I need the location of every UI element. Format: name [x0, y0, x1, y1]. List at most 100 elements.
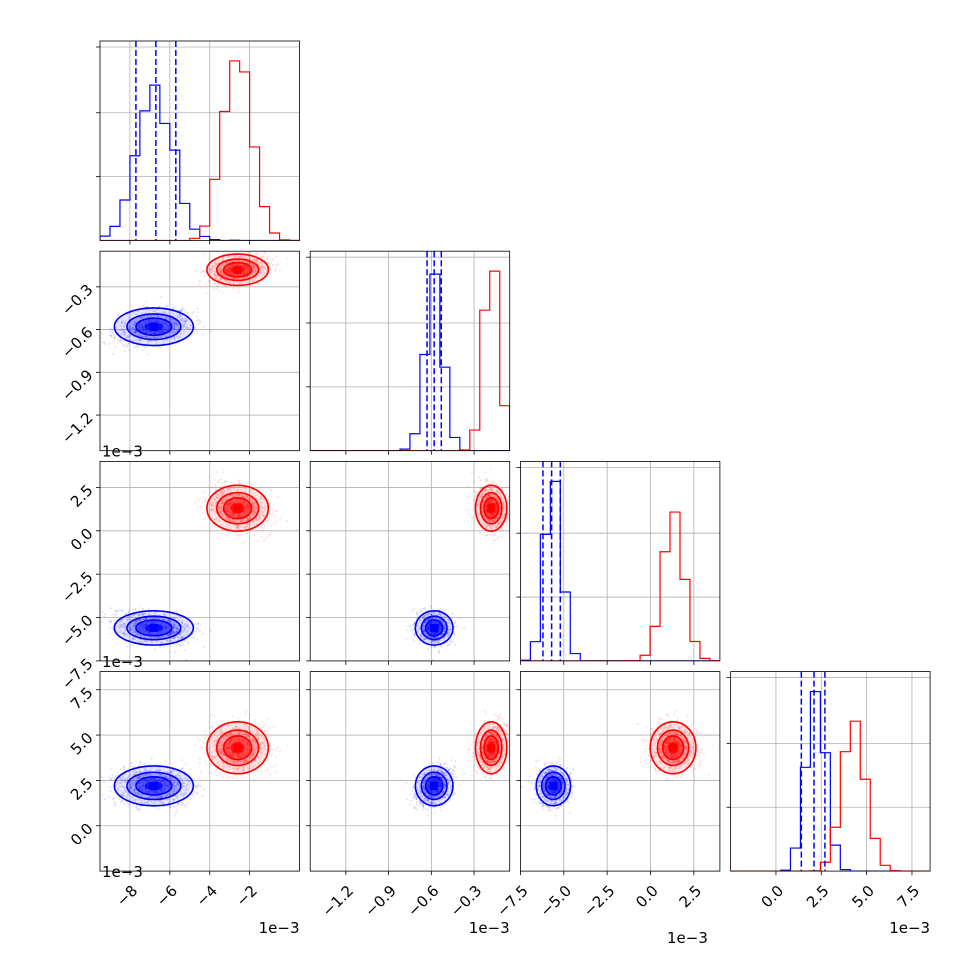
- scatter-point: [160, 629, 163, 632]
- scatter-point: [150, 330, 153, 333]
- scatter-point: [109, 334, 112, 337]
- scatter-point: [413, 607, 416, 610]
- scatter-point: [160, 335, 163, 338]
- scatter-point: [158, 635, 161, 638]
- scatter-point: [208, 282, 211, 285]
- scatter-point: [246, 271, 249, 274]
- scatter-point: [264, 537, 267, 540]
- scatter-point: [261, 275, 264, 278]
- scatter-point: [235, 273, 238, 276]
- scatter-point: [255, 253, 258, 256]
- scatter-point: [191, 312, 194, 315]
- scatter-point: [223, 263, 226, 266]
- scatter-point: [166, 628, 169, 631]
- scatter-point: [245, 271, 248, 274]
- scatter-point: [131, 322, 134, 325]
- scatter-point: [168, 326, 170, 329]
- scatter-point: [149, 633, 152, 635]
- scatter-point: [156, 640, 159, 643]
- scatter-point: [237, 264, 240, 267]
- scatter-point: [160, 335, 163, 338]
- scatter-point: [164, 328, 167, 331]
- scatter-point: [174, 337, 176, 340]
- scatter-point: [229, 272, 232, 275]
- scatter-point: [248, 249, 250, 251]
- scatter-point: [155, 331, 158, 333]
- scatter-point: [167, 318, 170, 321]
- scatter-point: [162, 322, 165, 325]
- scatter-point: [121, 330, 124, 332]
- scatter-point: [229, 282, 232, 285]
- scatter-point: [252, 259, 255, 262]
- scatter-point: [161, 623, 164, 626]
- scatter-point: [142, 330, 145, 332]
- scatter-point: [142, 607, 145, 610]
- scatter-point: [246, 270, 249, 273]
- scatter-point: [221, 277, 224, 280]
- scatter-point: [109, 334, 112, 337]
- scatter-point: [227, 269, 230, 272]
- scatter-point: [168, 628, 171, 631]
- tick-label-y: −7.5: [58, 655, 96, 693]
- scatter-point: [212, 265, 214, 268]
- scatter-point: [136, 333, 139, 336]
- scatter-point: [244, 266, 247, 269]
- scatter-point: [177, 323, 179, 326]
- scatter-point: [134, 338, 137, 341]
- scatter-point: [147, 315, 150, 318]
- scatter-point: [161, 331, 164, 334]
- scatter-point: [133, 321, 136, 324]
- scatter-point: [147, 330, 150, 332]
- scatter-point: [172, 307, 175, 309]
- scatter-point: [142, 627, 145, 630]
- scatter-point: [242, 276, 245, 279]
- scatter-point: [141, 625, 144, 628]
- scatter-point: [150, 332, 153, 335]
- scatter-point: [168, 325, 171, 328]
- scatter-point: [165, 627, 168, 630]
- scatter-point: [145, 618, 148, 621]
- scatter-point: [184, 628, 187, 631]
- scatter-point: [224, 280, 227, 283]
- scatter-point: [212, 265, 215, 268]
- scatter-point: [249, 262, 252, 264]
- scatter-point: [237, 479, 240, 482]
- scatter-point: [142, 623, 144, 626]
- scatter-point: [179, 313, 182, 316]
- scatter-point: [121, 320, 123, 323]
- scatter-point: [119, 609, 122, 611]
- scatter-point: [155, 621, 158, 624]
- scatter-point: [142, 626, 145, 629]
- scatter-point: [143, 326, 146, 329]
- scatter-point: [266, 255, 268, 258]
- scatter-point: [245, 261, 248, 264]
- scatter-point: [199, 496, 202, 499]
- scatter-point: [216, 284, 219, 287]
- scatter-point: [142, 335, 145, 338]
- scatter-point: [128, 609, 131, 612]
- scatter-point: [111, 627, 114, 630]
- scatter-point: [163, 627, 166, 630]
- scatter-point: [234, 277, 236, 280]
- scatter-point: [114, 337, 117, 339]
- scatter-point: [229, 272, 232, 275]
- scatter-point: [172, 324, 175, 327]
- scatter-point: [173, 319, 176, 322]
- scatter-point: [168, 632, 171, 635]
- scatter-point: [160, 329, 162, 332]
- scatter-point: [213, 270, 216, 273]
- scatter-point: [182, 325, 185, 328]
- scatter-point: [169, 619, 171, 622]
- scatter-point: [262, 273, 265, 276]
- scatter-point: [128, 315, 131, 318]
- scatter-point: [163, 625, 165, 627]
- scatter-point: [251, 280, 254, 283]
- scatter-point: [180, 309, 183, 312]
- scatter-point: [120, 338, 123, 341]
- scatter-point: [225, 261, 228, 264]
- scatter-point: [262, 255, 265, 258]
- scatter-point: [252, 278, 255, 281]
- scatter-point: [119, 620, 122, 623]
- scatter-point: [171, 303, 174, 306]
- scatter-point: [119, 339, 122, 342]
